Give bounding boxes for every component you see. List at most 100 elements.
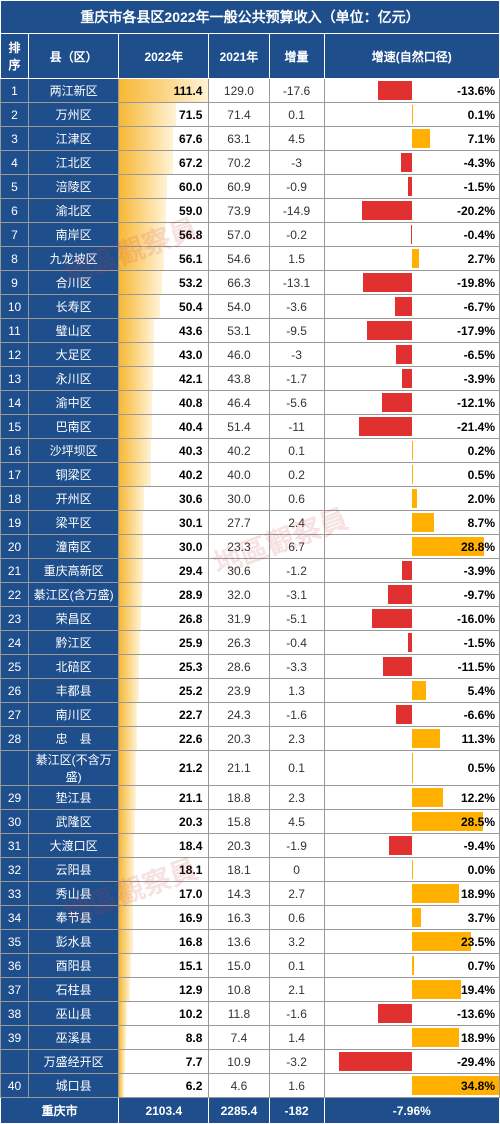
rank-cell: 7 [1,223,29,247]
v2021-cell: 66.3 [209,271,269,295]
delta-cell: -3.2 [269,1050,324,1074]
rank-cell: 28 [1,727,29,751]
rank-cell: 38 [1,1002,29,1026]
table-row: 22綦江区(含万盛)28.932.0-3.1-9.7% [1,583,500,607]
v2022-cell: 17.0 [119,882,209,906]
col-rank: 排序 [1,34,29,79]
name-cell: 渝中区 [29,391,119,415]
table-row: 20潼南区30.023.36.728.8% [1,535,500,559]
rate-cell: -9.4% [324,834,499,858]
v2022-cell: 12.9 [119,978,209,1002]
col-name: 县（区） [29,34,119,79]
table-row: 40城口县6.24.61.634.8% [1,1074,500,1098]
table-row: 29垫江县21.118.82.312.2% [1,786,500,810]
rate-cell: -1.5% [324,175,499,199]
total-2022: 2103.4 [119,1098,209,1124]
rate-cell: -9.7% [324,583,499,607]
rate-cell: -3.9% [324,559,499,583]
v2021-cell: 73.9 [209,199,269,223]
rate-cell: 28.5% [324,810,499,834]
delta-cell: 0 [269,858,324,882]
delta-cell: -5.1 [269,607,324,631]
rate-cell: -21.4% [324,415,499,439]
rate-cell: -20.2% [324,199,499,223]
name-cell: 南川区 [29,703,119,727]
rate-cell: -6.6% [324,703,499,727]
table-row: 34奉节县16.916.30.63.7% [1,906,500,930]
name-cell: 石柱县 [29,978,119,1002]
rate-cell: 3.7% [324,906,499,930]
rate-cell: 18.9% [324,882,499,906]
name-cell: 沙坪坝区 [29,439,119,463]
table-row: 23荣昌区26.831.9-5.1-16.0% [1,607,500,631]
rank-cell: 34 [1,906,29,930]
v2021-cell: 21.1 [209,751,269,786]
name-cell: 铜梁区 [29,463,119,487]
v2022-cell: 30.0 [119,535,209,559]
v2021-cell: 46.4 [209,391,269,415]
v2022-cell: 42.1 [119,367,209,391]
rate-cell: -0.4% [324,223,499,247]
rank-cell: 20 [1,535,29,559]
rate-cell: -6.5% [324,343,499,367]
v2022-cell: 28.9 [119,583,209,607]
v2022-cell: 29.4 [119,559,209,583]
rank-cell: 17 [1,463,29,487]
name-cell: 璧山区 [29,319,119,343]
rank-cell [1,1050,29,1074]
rate-cell: -6.7% [324,295,499,319]
v2022-cell: 40.8 [119,391,209,415]
rate-cell: -4.3% [324,151,499,175]
rank-cell: 1 [1,79,29,103]
v2022-cell: 21.2 [119,751,209,786]
name-cell: 垫江县 [29,786,119,810]
table-row: 19梁平区30.127.72.48.7% [1,511,500,535]
delta-cell: 6.7 [269,535,324,559]
name-cell: 云阳县 [29,858,119,882]
v2021-cell: 20.3 [209,834,269,858]
v2021-cell: 32.0 [209,583,269,607]
rate-cell: 18.9% [324,1026,499,1050]
table-row: 11璧山区43.653.1-9.5-17.9% [1,319,500,343]
delta-cell: 1.4 [269,1026,324,1050]
rank-cell: 26 [1,679,29,703]
name-cell: 巫山县 [29,1002,119,1026]
v2022-cell: 8.8 [119,1026,209,1050]
table-row: 16沙坪坝区40.340.20.10.2% [1,439,500,463]
delta-cell: -1.6 [269,703,324,727]
delta-cell: 2.1 [269,978,324,1002]
table-row: 万盛经开区7.710.9-3.2-29.4% [1,1050,500,1074]
v2021-cell: 40.2 [209,439,269,463]
delta-cell: -3.6 [269,295,324,319]
col-2022: 2022年 [119,34,209,79]
v2022-cell: 22.7 [119,703,209,727]
table-row: 31大渡口区18.420.3-1.9-9.4% [1,834,500,858]
v2021-cell: 63.1 [209,127,269,151]
rate-cell: 12.2% [324,786,499,810]
v2022-cell: 6.2 [119,1074,209,1098]
header-row: 排序 县（区） 2022年 2021年 增量 增速(自然口径) [1,34,500,79]
table-row: 12大足区43.046.0-3-6.5% [1,343,500,367]
rank-cell: 23 [1,607,29,631]
rate-cell: -1.5% [324,631,499,655]
v2022-cell: 111.4 [119,79,209,103]
table-wrapper: 地區觀察員 地區觀察員 地區觀察員 重庆市各县区2022年一般公共预算收入（单位… [0,0,500,1124]
name-cell: 綦江区(含万盛) [29,583,119,607]
rate-cell: -11.5% [324,655,499,679]
v2021-cell: 14.3 [209,882,269,906]
delta-cell: -5.6 [269,391,324,415]
delta-cell: -11 [269,415,324,439]
name-cell: 城口县 [29,1074,119,1098]
delta-cell: 0.1 [269,751,324,786]
v2021-cell: 18.1 [209,858,269,882]
v2021-cell: 30.6 [209,559,269,583]
name-cell: 大渡口区 [29,834,119,858]
table-row: 綦江区(不含万盛)21.221.10.10.5% [1,751,500,786]
rank-cell: 9 [1,271,29,295]
v2021-cell: 51.4 [209,415,269,439]
v2021-cell: 10.9 [209,1050,269,1074]
v2021-cell: 40.0 [209,463,269,487]
delta-cell: 1.6 [269,1074,324,1098]
table-row: 36酉阳县15.115.00.10.7% [1,954,500,978]
table-row: 38巫山县10.211.8-1.6-13.6% [1,1002,500,1026]
